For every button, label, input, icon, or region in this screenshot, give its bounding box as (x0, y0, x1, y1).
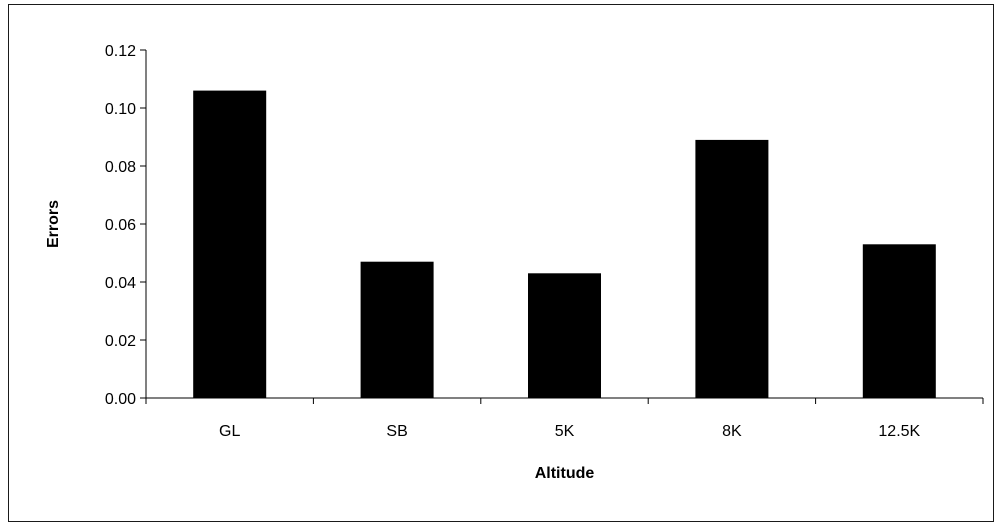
bar-sb (360, 261, 434, 398)
y-tick-label: 0.10 (105, 101, 136, 118)
x-tick-label: GL (219, 423, 240, 440)
bars (193, 90, 936, 398)
x-axis: GL SB 5K 8K 12.5K (145, 397, 984, 440)
x-axis-title: Altitude (535, 465, 595, 482)
y-tick-label: 0.08 (105, 159, 136, 176)
y-axis: 0.00 0.02 0.04 0.06 0.08 0.10 0.12 (105, 43, 147, 408)
bar-12-5k (862, 244, 936, 398)
x-tick-label: 5K (555, 423, 575, 440)
x-tick-label: 12.5K (878, 423, 920, 440)
bar-8k (695, 139, 769, 398)
y-tick-label: 0.00 (105, 391, 136, 408)
y-tick-label: 0.02 (105, 333, 136, 350)
y-tick-label: 0.04 (105, 275, 136, 292)
y-tick-label: 0.06 (105, 217, 136, 234)
x-tick-label: SB (386, 423, 407, 440)
chart-frame (8, 4, 994, 522)
y-tick-label: 0.12 (105, 43, 136, 60)
bar-gl (193, 90, 267, 398)
bar-5k (528, 273, 601, 398)
y-axis-title: Errors (45, 200, 62, 248)
x-tick-label: 8K (722, 423, 742, 440)
